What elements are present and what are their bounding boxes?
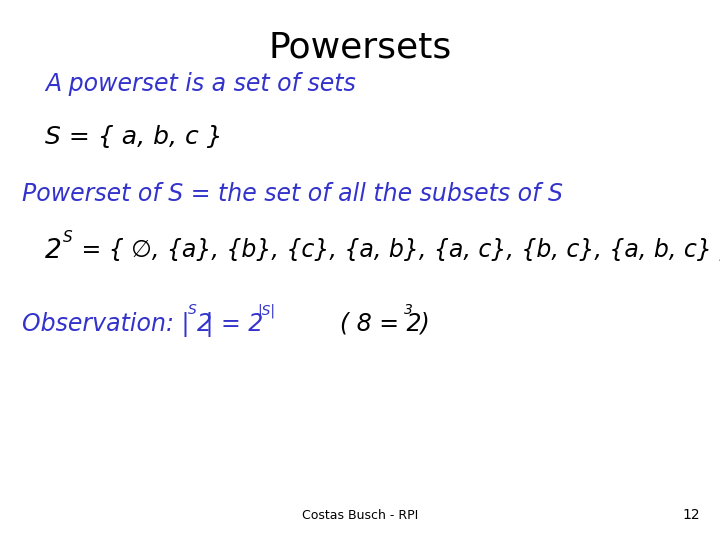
Text: ): ): [413, 312, 430, 336]
Text: A powerset is a set of sets: A powerset is a set of sets: [45, 72, 356, 96]
Text: Observation: | 2: Observation: | 2: [22, 312, 212, 337]
Text: Powerset of S = the set of all the subsets of S: Powerset of S = the set of all the subse…: [22, 182, 563, 206]
Text: S: S: [63, 230, 73, 245]
Text: S = { a, b, c }: S = { a, b, c }: [45, 125, 222, 149]
Text: Costas Busch - RPI: Costas Busch - RPI: [302, 509, 418, 522]
Text: |S|: |S|: [257, 303, 275, 318]
Text: Powersets: Powersets: [269, 30, 451, 64]
Text: = { ∅, {a}, {b}, {c}, {a, b}, {a, c}, {b, c}, {a, b, c} }: = { ∅, {a}, {b}, {c}, {a, b}, {a, c}, {b…: [74, 238, 720, 262]
Text: S: S: [188, 303, 197, 317]
Text: | = 2: | = 2: [198, 312, 264, 337]
Text: 12: 12: [683, 508, 700, 522]
Text: 2: 2: [45, 238, 62, 264]
Text: ( 8 = 2: ( 8 = 2: [340, 312, 421, 336]
Text: 3: 3: [404, 303, 413, 317]
